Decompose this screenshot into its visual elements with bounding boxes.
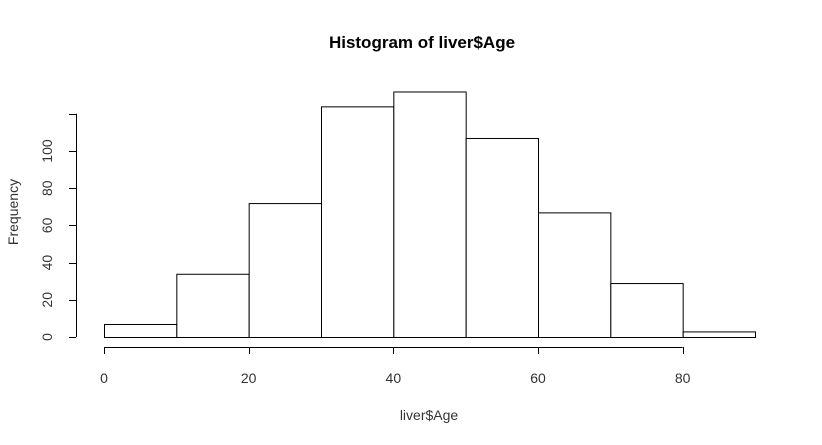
bars-group	[104, 91, 757, 339]
x-tick-label: 60	[530, 370, 546, 386]
y-tick-label: 20	[39, 292, 55, 308]
histogram-bar-50-60	[465, 137, 539, 338]
histogram-bar-60-70	[538, 212, 612, 339]
x-axis-label: liver$Age	[400, 407, 459, 423]
x-tick-label: 80	[675, 370, 691, 386]
x-axis: 0 20 40 60 80	[100, 347, 691, 386]
histogram-bar-20-30	[248, 203, 323, 338]
x-tick-label: 20	[241, 370, 257, 386]
histogram-bar-30-40	[321, 106, 395, 338]
x-tick-label: 40	[386, 370, 402, 386]
y-axis: 0 20 40 60 80 100	[39, 113, 77, 341]
histogram-bar-70-80	[610, 283, 684, 338]
x-tick-label: 0	[100, 370, 108, 386]
y-tick-label: 40	[39, 255, 55, 271]
y-tick-label: 0	[39, 333, 55, 341]
histogram-bar-10-20	[176, 273, 250, 339]
histogram-bar-40-50	[393, 91, 467, 339]
histogram-bar-0-10	[104, 323, 178, 339]
chart-title: Histogram of liver$Age	[329, 33, 515, 52]
y-tick-label: 80	[39, 180, 55, 196]
y-tick-label: 100	[39, 139, 55, 163]
y-tick-label: 60	[39, 217, 55, 233]
histogram-bar-80-90	[682, 331, 757, 339]
y-axis-label: Frequency	[5, 179, 21, 245]
